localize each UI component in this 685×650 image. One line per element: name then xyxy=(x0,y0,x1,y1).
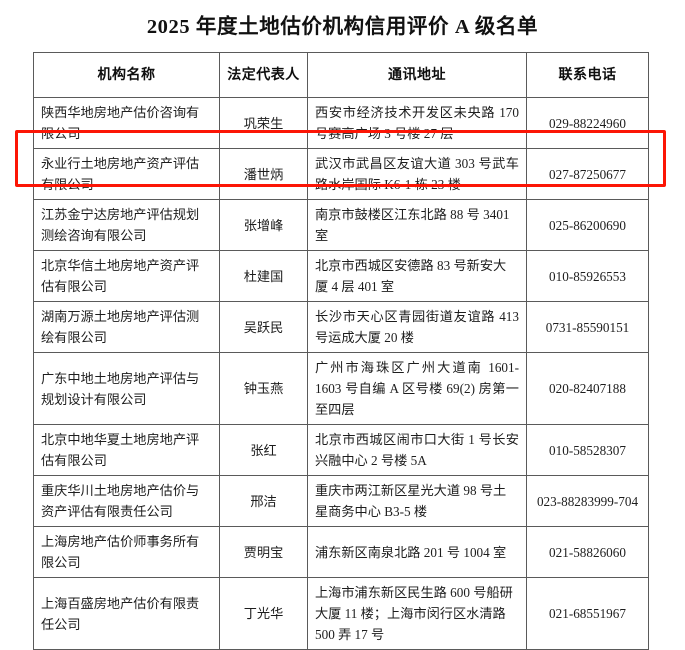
cell-agency-name: 湖南万源土地房地产评估测绘有限公司 xyxy=(33,301,220,353)
cell-representative: 杜建国 xyxy=(219,250,308,302)
cell-representative: 邢洁 xyxy=(219,475,308,527)
cell-representative: 钟玉燕 xyxy=(219,352,308,425)
cell-address: 浦东新区南泉北路 201 号 1004 室 xyxy=(307,526,527,578)
document-page: 2025 年度土地估价机构信用评价 A 级名单 机构名称 法定代表人 通讯地址 … xyxy=(15,16,666,650)
cell-representative: 潘世炳 xyxy=(219,148,308,200)
cell-phone: 021-68551967 xyxy=(526,577,649,650)
cell-agency-name: 重庆华川土地房地产估价与资产评估有限责任公司 xyxy=(33,475,220,527)
table-row: 北京华信土地房地产资产评估有限公司 杜建国 北京市西城区安德路 83 号新安大厦… xyxy=(33,250,649,302)
table-body: 陕西华地房地产估价咨询有限公司 巩荣生 西安市经济技术开发区未央路 170 号赛… xyxy=(33,97,649,650)
cell-address: 南京市鼓楼区江东北路 88 号 3401 室 xyxy=(307,199,527,251)
cell-agency-name: 江苏金宁达房地产评估规划测绘咨询有限公司 xyxy=(33,199,220,251)
cell-phone: 029-88224960 xyxy=(526,97,649,149)
cell-agency-name: 永业行土地房地产资产评估有限公司 xyxy=(33,148,220,200)
cell-phone: 027-87250677 xyxy=(526,148,649,200)
table-row: 江苏金宁达房地产评估规划测绘咨询有限公司 张增峰 南京市鼓楼区江东北路 88 号… xyxy=(33,199,649,251)
cell-representative: 巩荣生 xyxy=(219,97,308,149)
cell-representative: 丁光华 xyxy=(219,577,308,650)
cell-address: 上海市浦东新区民生路 600 号船研大厦 11 楼；上海市闵行区水清路 500 … xyxy=(307,577,527,650)
column-header-representative: 法定代表人 xyxy=(219,52,308,98)
cell-phone: 010-85926553 xyxy=(526,250,649,302)
cell-phone: 021-58826060 xyxy=(526,526,649,578)
cell-representative: 张红 xyxy=(219,424,308,476)
cell-representative: 吴跃民 xyxy=(219,301,308,353)
cell-address: 北京市西城区闹市口大街 1 号长安兴融中心 2 号楼 5A xyxy=(307,424,527,476)
credit-rating-table: 机构名称 法定代表人 通讯地址 联系电话 陕西华地房地产估价咨询有限公司 巩荣生… xyxy=(33,52,649,650)
column-header-name: 机构名称 xyxy=(33,52,220,98)
cell-agency-name: 陕西华地房地产估价咨询有限公司 xyxy=(33,97,220,149)
cell-representative: 贾明宝 xyxy=(219,526,308,578)
table-row: 广东中地土地房地产评估与规划设计有限公司 钟玉燕 广州市海珠区广州大道南 160… xyxy=(33,352,649,425)
column-header-phone: 联系电话 xyxy=(526,52,649,98)
cell-phone: 023-88283999-704 xyxy=(526,475,649,527)
table-row: 湖南万源土地房地产评估测绘有限公司 吴跃民 长沙市天心区青园街道友谊路 413 … xyxy=(33,301,649,353)
table-row: 上海房地产估价师事务所有限公司 贾明宝 浦东新区南泉北路 201 号 1004 … xyxy=(33,526,649,578)
cell-address: 长沙市天心区青园街道友谊路 413 号运成大厦 20 楼 xyxy=(307,301,527,353)
cell-address: 重庆市两江新区星光大道 98 号土星商务中心 B3-5 楼 xyxy=(307,475,527,527)
cell-phone: 0731-85590151 xyxy=(526,301,649,353)
cell-agency-name: 北京华信土地房地产资产评估有限公司 xyxy=(33,250,220,302)
cell-agency-name: 上海房地产估价师事务所有限公司 xyxy=(33,526,220,578)
table-row: 陕西华地房地产估价咨询有限公司 巩荣生 西安市经济技术开发区未央路 170 号赛… xyxy=(33,97,649,149)
table-row: 北京中地华夏土地房地产评估有限公司 张红 北京市西城区闹市口大街 1 号长安兴融… xyxy=(33,424,649,476)
listing-table-container: 机构名称 法定代表人 通讯地址 联系电话 陕西华地房地产估价咨询有限公司 巩荣生… xyxy=(33,52,649,650)
cell-address: 北京市西城区安德路 83 号新安大厦 4 层 401 室 xyxy=(307,250,527,302)
column-header-address: 通讯地址 xyxy=(307,52,527,98)
cell-address: 武汉市武昌区友谊大道 303 号武车路水岸国际 K6-1 栋 23 楼 xyxy=(307,148,527,200)
cell-agency-name: 上海百盛房地产估价有限责任公司 xyxy=(33,577,220,650)
table-header: 机构名称 法定代表人 通讯地址 联系电话 xyxy=(33,52,649,98)
table-row: 重庆华川土地房地产估价与资产评估有限责任公司 邢洁 重庆市两江新区星光大道 98… xyxy=(33,475,649,527)
cell-agency-name: 北京中地华夏土地房地产评估有限公司 xyxy=(33,424,220,476)
cell-agency-name: 广东中地土地房地产评估与规划设计有限公司 xyxy=(33,352,220,425)
table-header-row: 机构名称 法定代表人 通讯地址 联系电话 xyxy=(33,52,649,98)
cell-phone: 020-82407188 xyxy=(526,352,649,425)
table-row: 上海百盛房地产估价有限责任公司 丁光华 上海市浦东新区民生路 600 号船研大厦… xyxy=(33,577,649,650)
cell-address: 西安市经济技术开发区未央路 170 号赛高广场 3 号楼 27 层 xyxy=(307,97,527,149)
cell-address: 广州市海珠区广州大道南 1601-1603 号自编 A 区号楼 69(2) 房第… xyxy=(307,352,527,425)
page-title: 2025 年度土地估价机构信用评价 A 级名单 xyxy=(146,16,539,38)
table-row: 永业行土地房地产资产评估有限公司 潘世炳 武汉市武昌区友谊大道 303 号武车路… xyxy=(33,148,649,200)
cell-phone: 010-58528307 xyxy=(526,424,649,476)
cell-phone: 025-86200690 xyxy=(526,199,649,251)
cell-representative: 张增峰 xyxy=(219,199,308,251)
